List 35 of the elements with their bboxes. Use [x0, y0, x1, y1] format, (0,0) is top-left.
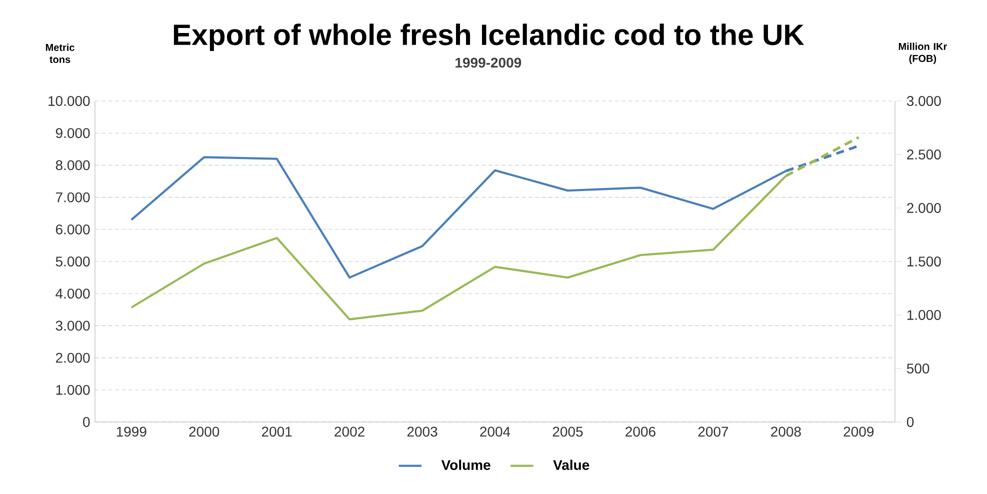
y2-tick-label: 2.000	[907, 203, 941, 213]
x-tick-label: 2000	[189, 426, 220, 437]
y2-tick-label: 500	[906, 364, 930, 374]
y-tick-label: 6.000	[56, 224, 90, 234]
y-tick-label: 7.000	[56, 192, 90, 202]
y2-tick-label: 1.500	[907, 256, 941, 266]
y-tick-label: 2.000	[56, 352, 90, 363]
chart-subtitle: 1999-2009	[456, 58, 522, 68]
x-tick-label: 2007	[698, 426, 728, 437]
y2-axis-title: Million IKr (FOB)	[898, 42, 947, 64]
x-tick-label: 2008	[771, 426, 801, 437]
x-tick-label: 2006	[626, 426, 656, 437]
y-axis-title: Metric tons	[46, 44, 74, 64]
x-tick-label: 2003	[407, 426, 438, 437]
x-tick-label: 2005	[552, 426, 583, 437]
y-tick-label: 5.000	[56, 256, 90, 266]
y-tick-label: 8.000	[56, 160, 90, 170]
y-tick-label: 9.000	[56, 128, 90, 138]
chart-title: Export of whole fresh Icelandic cod to the UK	[174, 24, 804, 51]
y2-tick-label: 2.500	[907, 150, 941, 160]
y-tick-label: 3.000	[56, 320, 90, 331]
x-tick-label: 2004	[480, 426, 510, 437]
legend-label: Value	[553, 460, 590, 470]
y2-tick-label: 1.000	[907, 310, 941, 320]
legend-label: Volume	[441, 460, 490, 470]
y-tick-label: 4.000	[56, 288, 90, 299]
x-tick-label: 2009	[844, 426, 874, 437]
y2-tick-label: 0	[906, 417, 914, 427]
y-tick-label: 0	[83, 417, 90, 427]
x-tick-label: 1999	[116, 426, 146, 437]
y-tick-label: 10.000	[48, 96, 90, 106]
x-tick-label: 2002	[334, 426, 364, 437]
y2-tick-label: 3.000	[906, 96, 941, 106]
y-tick-label: 1.000	[56, 384, 90, 395]
x-tick-label: 2001	[262, 426, 292, 437]
